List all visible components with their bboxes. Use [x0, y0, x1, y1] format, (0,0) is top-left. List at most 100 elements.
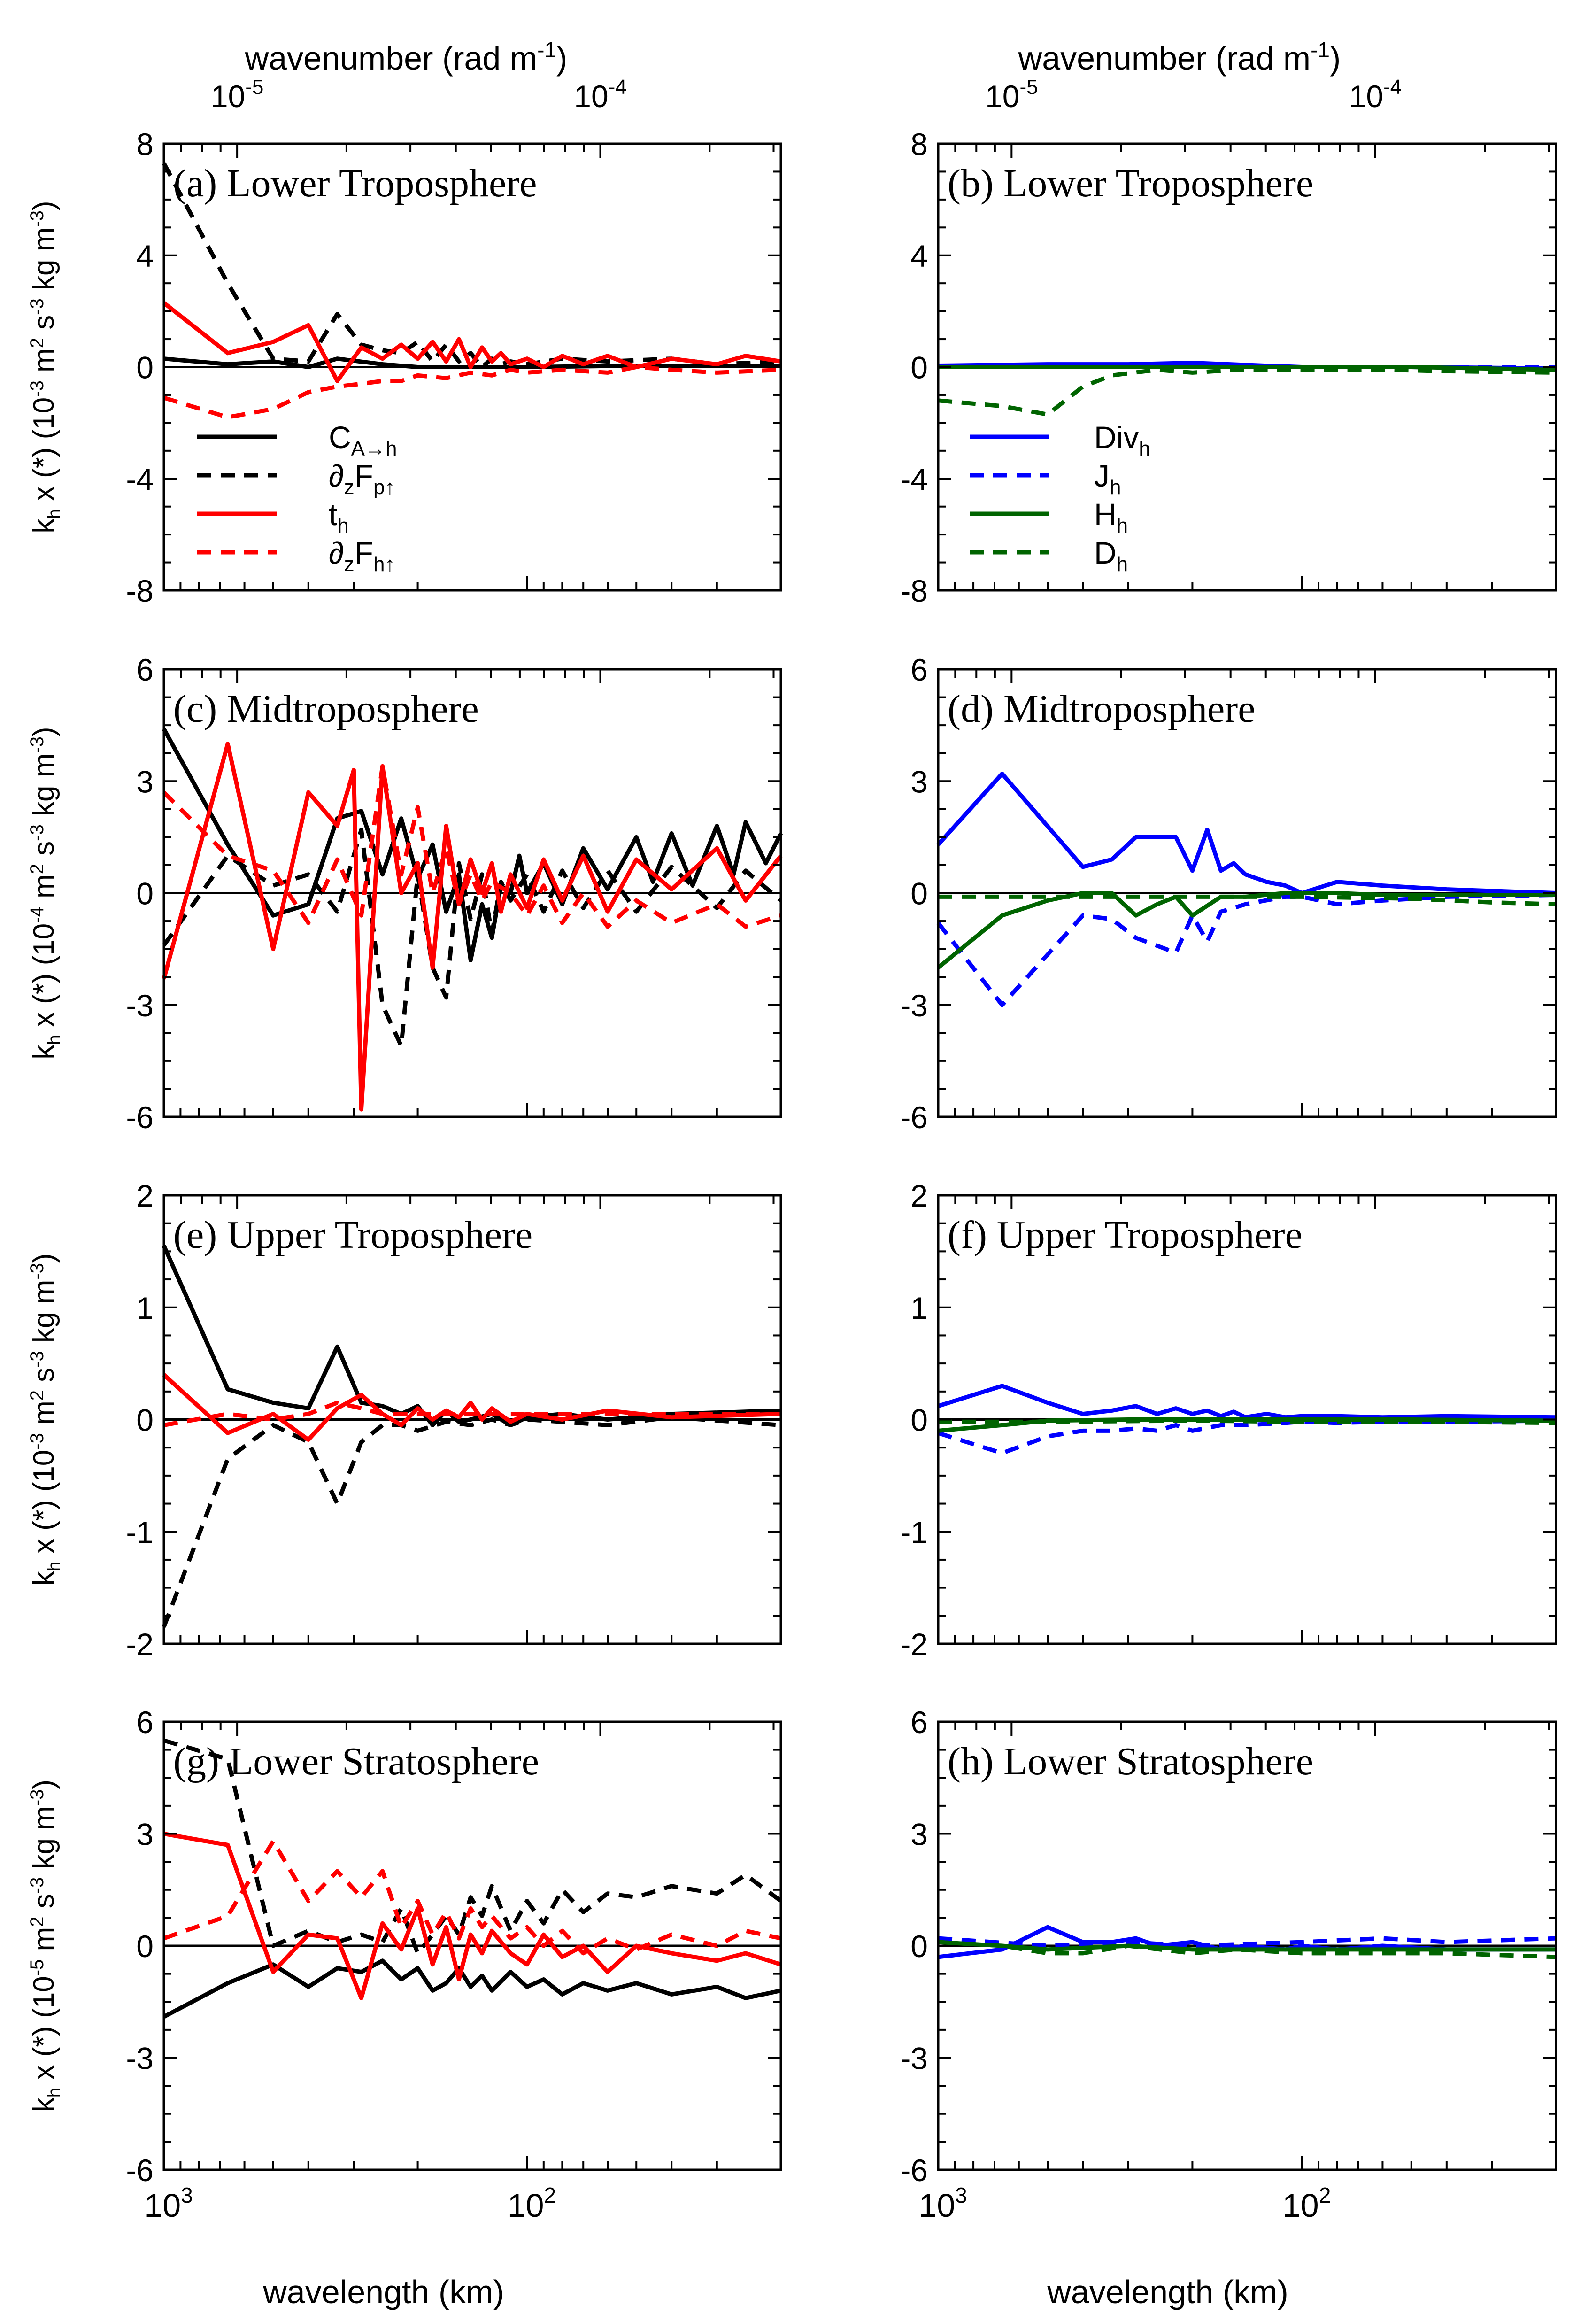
series-f-0 — [937, 1384, 1557, 1420]
top-tick-label: 10-5 — [211, 76, 264, 114]
series-c-1 — [162, 828, 782, 1048]
series-h-1 — [938, 1936, 1557, 1948]
y-tick-label: 0 — [136, 350, 154, 385]
y-tick-label: 6 — [910, 652, 928, 687]
y-tick-label: 3 — [910, 764, 928, 799]
series-d-0 — [936, 771, 1557, 895]
y-tick-label: 2 — [136, 1178, 154, 1213]
y-tick-label: -8 — [126, 573, 154, 608]
top-tick-label: 10-4 — [1349, 76, 1402, 114]
y-tick-label: 0 — [136, 1403, 154, 1438]
y-tick-label: 0 — [910, 1403, 928, 1438]
y-tick-label: -3 — [900, 2041, 928, 2076]
legend-label: ∂zFp↑ — [329, 458, 395, 499]
panel-f: 2 1 0 -1 -2 (f) Upper Troposphere — [900, 1178, 1557, 1662]
y-tick-label: 0 — [910, 350, 928, 385]
series-a-3 — [163, 365, 781, 419]
y-tick-label: -6 — [900, 1100, 928, 1135]
panel-title: (f) Upper Troposphere — [948, 1213, 1303, 1257]
y-tick-label: 1 — [910, 1291, 928, 1325]
series-a-1 — [162, 162, 781, 369]
bottom-tick-label: 102 — [508, 2183, 556, 2224]
panel-title: (h) Lower Stratosphere — [948, 1740, 1313, 1783]
y-tick-label: -2 — [126, 1627, 154, 1662]
series-c-0 — [162, 728, 783, 962]
y-tick-label: 2 — [910, 1178, 928, 1213]
series-d-1 — [936, 893, 1557, 1007]
y-tick-label: -8 — [900, 573, 928, 608]
y-tick-label: -3 — [126, 2041, 154, 2076]
top-axis-label-right: wavenumber (rad m-1) — [1018, 38, 1341, 77]
series-a-0 — [163, 356, 781, 369]
panel-g: 6 3 0 -3 -6 (g) Lower Stratosphere kh x (*) (1… — [27, 1705, 782, 2224]
panel-title: (g) Lower Stratosphere — [173, 1740, 539, 1783]
y-axis-label: kh x (*) (10-4 m2 s-3 kg m-3) — [27, 727, 64, 1059]
panel-h: 6 3 0 -3 -6 (h) Lower Stratosphere 103 102 — [900, 1705, 1557, 2224]
y-tick-label: 6 — [136, 652, 154, 687]
panels: 8 4 0 -4 -8 (a) Lower Troposphere kh x (*) (10… — [27, 76, 1557, 2224]
series-d-3 — [938, 894, 1557, 906]
y-axis-label: kh x (*) (10-3 m2 s-3 kg m-3) — [27, 1253, 64, 1586]
series-g-1 — [163, 1738, 782, 1956]
series-d-2 — [937, 891, 1556, 969]
series-g-2 — [163, 1832, 782, 2000]
y-tick-label: -6 — [900, 2153, 928, 2188]
panel-title: (c) Midtroposphere — [173, 687, 479, 731]
y-tick-label: 8 — [910, 127, 928, 162]
bottom-tick-label: 103 — [918, 2183, 967, 2224]
bottom-tick-label: 103 — [144, 2183, 193, 2224]
series-g-3 — [163, 1839, 781, 1956]
legend-label: Dh — [1094, 535, 1128, 576]
series-a-2 — [162, 301, 781, 383]
series-c-3 — [162, 764, 782, 929]
y-tick-label: 8 — [136, 127, 154, 162]
y-tick-label: -3 — [126, 988, 154, 1023]
bottom-axis-label-left: wavelength (km) — [262, 2274, 504, 2310]
series-e-1 — [162, 1415, 781, 1628]
panel-a: 8 4 0 -4 -8 (a) Lower Troposphere kh x (*) (10… — [27, 76, 782, 608]
y-tick-label: -3 — [900, 988, 928, 1023]
y-tick-label: 4 — [136, 239, 154, 273]
y-tick-label: -6 — [126, 1100, 154, 1135]
y-tick-label: 3 — [136, 764, 154, 799]
series-e-0 — [162, 1245, 781, 1427]
panel-b: 8 4 0 -4 -8 (b) Lower Troposphere 10-5 10-4 Divh… — [900, 76, 1557, 608]
legend-label: Jh — [1094, 458, 1121, 499]
y-tick-label: 6 — [910, 1705, 928, 1740]
series-b-3 — [938, 367, 1557, 417]
legend-label: ∂zFh↑ — [329, 535, 395, 576]
y-tick-label: 0 — [910, 876, 928, 911]
top-axis-label-left: wavenumber (rad m-1) — [245, 38, 568, 77]
y-tick-label: -2 — [900, 1627, 928, 1662]
legend-label: th — [329, 497, 349, 537]
panel-title: (b) Lower Troposphere — [948, 162, 1313, 205]
y-tick-label: -4 — [900, 462, 928, 496]
legend-label: CA→h — [329, 420, 397, 460]
y-tick-label: 3 — [136, 1817, 154, 1852]
series-e-2 — [162, 1373, 781, 1442]
y-tick-label: 4 — [910, 239, 928, 273]
series-e-3 — [163, 1401, 781, 1427]
y-tick-label: 6 — [136, 1705, 154, 1740]
y-tick-label: 0 — [136, 1929, 154, 1964]
y-tick-label: 1 — [136, 1291, 154, 1325]
series-f-1 — [937, 1418, 1557, 1455]
panel-title: (e) Upper Troposphere — [173, 1213, 532, 1257]
legend-label: Divh — [1094, 420, 1150, 460]
y-tick-label: -1 — [126, 1515, 154, 1549]
y-tick-label: 0 — [910, 1929, 928, 1964]
panel-d: 6 3 0 -3 -6 (d) Midtroposphere — [900, 652, 1557, 1135]
y-axis-label: kh x (*) (10-3 m2 s-3 kg m-3) — [27, 201, 64, 533]
series-g-0 — [162, 1958, 781, 2019]
series-h-3 — [938, 1940, 1557, 1959]
y-tick-label: 3 — [910, 1817, 928, 1852]
bottom-axis-label-right: wavelength (km) — [1047, 2274, 1288, 2310]
y-tick-label: -6 — [126, 2153, 154, 2188]
top-tick-label: 10-4 — [574, 76, 627, 114]
legend-label: Hh — [1094, 497, 1128, 537]
panel-title: (a) Lower Troposphere — [173, 162, 537, 205]
top-tick-label: 10-5 — [985, 76, 1038, 114]
bottom-tick-label: 102 — [1282, 2183, 1331, 2224]
y-tick-label: 0 — [136, 876, 154, 911]
